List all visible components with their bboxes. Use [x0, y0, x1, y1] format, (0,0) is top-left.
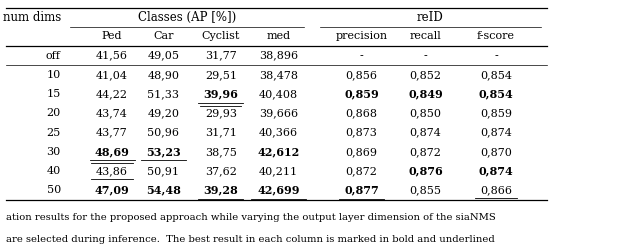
Text: 51,33: 51,33 [147, 89, 179, 99]
Text: 0,859: 0,859 [344, 89, 379, 100]
Text: num dims: num dims [3, 10, 61, 24]
Text: precision: precision [335, 31, 388, 41]
Text: 53,23: 53,23 [146, 146, 180, 158]
Text: med: med [266, 31, 291, 41]
Text: 40: 40 [47, 166, 61, 176]
Text: 30: 30 [47, 147, 61, 157]
Text: Car: Car [153, 31, 173, 41]
Text: 0,859: 0,859 [480, 108, 512, 118]
Text: 0,876: 0,876 [408, 166, 443, 176]
Text: 47,09: 47,09 [95, 185, 129, 196]
Text: 54,48: 54,48 [146, 185, 180, 196]
Text: Ped: Ped [102, 31, 122, 41]
Text: 39,28: 39,28 [204, 185, 238, 196]
Text: 44,22: 44,22 [96, 89, 128, 99]
Text: -: - [494, 50, 498, 60]
Text: Cyclist: Cyclist [202, 31, 240, 41]
Text: 0,873: 0,873 [346, 128, 378, 138]
Text: 0,870: 0,870 [480, 147, 512, 157]
Text: reID: reID [417, 10, 444, 24]
Text: 43,86: 43,86 [96, 166, 128, 176]
Text: 29,51: 29,51 [205, 70, 237, 80]
Text: 40,211: 40,211 [259, 166, 298, 176]
Text: 0,869: 0,869 [346, 147, 378, 157]
Text: 40,366: 40,366 [259, 128, 298, 138]
Text: recall: recall [410, 31, 442, 41]
Text: 20: 20 [47, 108, 61, 118]
Text: 50,91: 50,91 [147, 166, 179, 176]
Text: 0,866: 0,866 [480, 186, 512, 196]
Text: 0,850: 0,850 [410, 108, 442, 118]
Text: 29,93: 29,93 [205, 108, 237, 118]
Text: 31,71: 31,71 [205, 128, 237, 138]
Text: 50,96: 50,96 [147, 128, 179, 138]
Text: 38,896: 38,896 [259, 50, 298, 60]
Text: 42,699: 42,699 [257, 185, 300, 196]
Text: 31,77: 31,77 [205, 50, 237, 60]
Text: 10: 10 [47, 70, 61, 80]
Text: 37,62: 37,62 [205, 166, 237, 176]
Text: 0,852: 0,852 [410, 70, 442, 80]
Text: 0,855: 0,855 [410, 186, 442, 196]
Text: f-score: f-score [477, 31, 515, 41]
Text: Classes (AP [%]): Classes (AP [%]) [138, 10, 236, 24]
Text: 38,75: 38,75 [205, 147, 237, 157]
Text: 43,74: 43,74 [96, 108, 128, 118]
Text: 39,96: 39,96 [204, 89, 238, 100]
Text: 15: 15 [47, 89, 61, 99]
Text: 41,04: 41,04 [96, 70, 128, 80]
Text: 0,854: 0,854 [480, 70, 512, 80]
Text: 0,849: 0,849 [408, 89, 443, 100]
Text: 0,872: 0,872 [346, 166, 378, 176]
Text: 48,90: 48,90 [147, 70, 179, 80]
Text: -: - [360, 50, 364, 60]
Text: 40,408: 40,408 [259, 89, 298, 99]
Text: 39,666: 39,666 [259, 108, 298, 118]
Text: 38,478: 38,478 [259, 70, 298, 80]
Text: -: - [424, 50, 428, 60]
Text: 42,612: 42,612 [257, 146, 300, 158]
Text: 0,854: 0,854 [479, 89, 513, 100]
Text: 0,872: 0,872 [410, 147, 442, 157]
Text: 0,874: 0,874 [479, 166, 513, 176]
Text: 49,20: 49,20 [147, 108, 179, 118]
Text: ation results for the proposed approach while varying the output layer dimension: ation results for the proposed approach … [6, 213, 496, 222]
Text: 41,56: 41,56 [96, 50, 128, 60]
Text: 0,856: 0,856 [346, 70, 378, 80]
Text: 0,877: 0,877 [344, 185, 379, 196]
Text: 49,05: 49,05 [147, 50, 179, 60]
Text: 0,874: 0,874 [480, 128, 512, 138]
Text: 50: 50 [47, 186, 61, 196]
Text: off: off [46, 50, 61, 60]
Text: 0,868: 0,868 [346, 108, 378, 118]
Text: 25: 25 [47, 128, 61, 138]
Text: 0,874: 0,874 [410, 128, 442, 138]
Text: 48,69: 48,69 [95, 146, 129, 158]
Text: are selected during inference.  The best result in each column is marked in bold: are selected during inference. The best … [6, 236, 495, 244]
Text: 43,77: 43,77 [96, 128, 128, 138]
